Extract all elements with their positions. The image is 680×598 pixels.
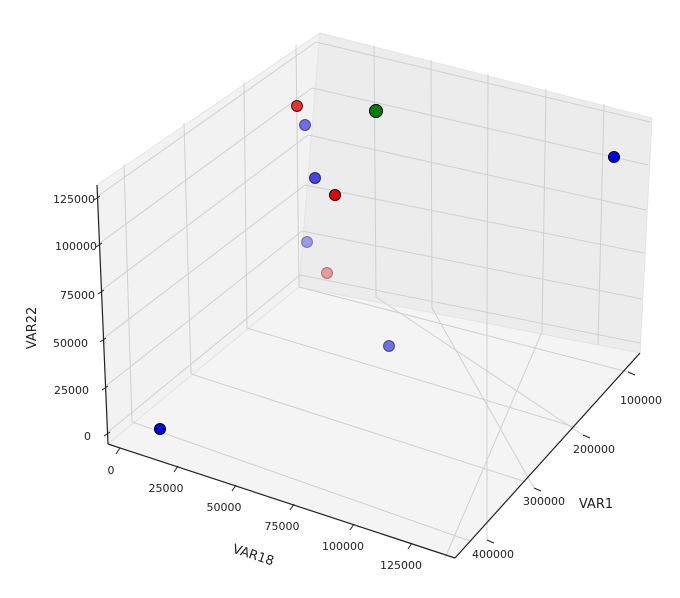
z-axis-line (96, 184, 109, 445)
data-point (369, 104, 383, 118)
data-point (321, 267, 333, 279)
data-points (154, 100, 620, 435)
data-point (154, 423, 166, 435)
axis-lines (96, 184, 641, 559)
y-tick-label: 50000 (207, 501, 242, 514)
x-axis-label: VAR1 (579, 497, 613, 512)
data-point (291, 100, 303, 112)
y-tick-label: 75000 (265, 520, 300, 533)
data-point (299, 119, 311, 131)
data-point (329, 189, 341, 201)
y-tick-label: 125000 (380, 559, 422, 572)
z-tick-label: 50000 (53, 337, 88, 350)
x-tick-label: 200000 (573, 443, 615, 456)
data-point (309, 172, 321, 184)
x-axis-ticks: 100000 200000 300000 400000 (472, 371, 662, 561)
y-tick-label: 100000 (322, 540, 364, 553)
data-point (608, 151, 620, 163)
z-axis-label: VAR22 (25, 307, 40, 350)
y-axis-ticks: 0 25000 50000 75000 100000 125000 (108, 447, 422, 572)
grid-lines (97, 41, 651, 559)
y-axis-line (107, 443, 456, 559)
y-tick-label: 0 (108, 464, 115, 477)
z-tick-label: 0 (84, 430, 91, 443)
z-tick-label: 100000 (55, 240, 97, 253)
z-tick-label: 25000 (54, 384, 89, 397)
data-point (383, 340, 395, 352)
y-tick-label: 25000 (149, 482, 184, 495)
z-tick-label: 125000 (53, 193, 95, 206)
x-tick-label: 300000 (523, 495, 565, 508)
z-axis-ticks: 0 25000 50000 75000 100000 125000 (53, 193, 111, 443)
x-axis-line (454, 352, 641, 559)
x-tick-label: 400000 (472, 548, 514, 561)
y-axis-label: VAR18 (231, 542, 276, 569)
data-point (301, 236, 313, 248)
x-tick-label: 100000 (620, 394, 662, 407)
z-tick-label: 75000 (60, 289, 95, 302)
